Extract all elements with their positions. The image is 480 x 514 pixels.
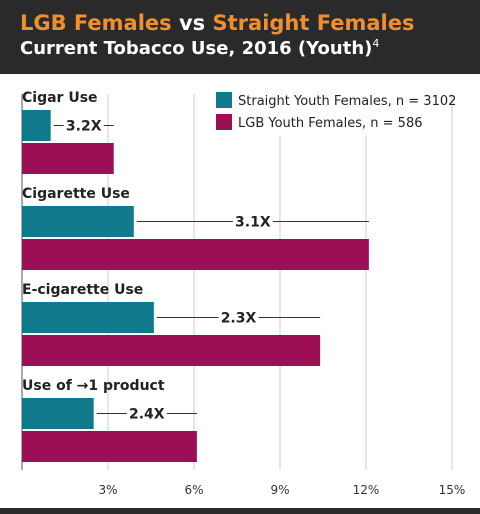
ratio-label: 2.3X: [221, 311, 257, 327]
x-tick-label: 9%: [270, 483, 289, 497]
bar-straight: [22, 206, 134, 237]
bar-lgb: [22, 335, 321, 366]
legend-label: LGB Youth Females, n = 586: [238, 116, 423, 131]
bar-lgb: [22, 431, 197, 462]
footer-bar: [0, 508, 480, 514]
chart-subtitle: Current Tobacco Use, 2016 (Youth)4: [20, 36, 480, 62]
x-tick-label: 15%: [439, 483, 466, 497]
bar-straight: [22, 110, 51, 141]
legend-swatch-lgb: [216, 114, 232, 130]
x-tick-label: 3%: [98, 483, 117, 497]
legend-box: [212, 92, 432, 136]
bar-chart: 3% 6% 9% 12% 15% Cigar Use 3.2X Cigarette Use 3.…: [21, 90, 466, 497]
x-tick-label: 12%: [353, 483, 380, 497]
bar-straight: [22, 398, 94, 429]
legend-label: Straight Youth Females, n = 3102: [238, 94, 456, 109]
legend-swatch-straight: [216, 92, 232, 108]
subtitle-text: Current Tobacco Use, 2016 (Youth): [20, 38, 373, 59]
ratio-label: 3.1X: [235, 215, 271, 231]
header-banner: LGB Females vs Straight Females Current …: [0, 0, 480, 74]
title-group-straight: Straight Females: [212, 11, 415, 35]
chart-title: LGB Females vs Straight Females: [20, 10, 480, 36]
title-group-lgb: LGB Females: [20, 11, 172, 35]
category-label: Use of →1 product: [22, 378, 165, 394]
bar-lgb: [22, 239, 369, 270]
title-vs: vs: [178, 11, 206, 35]
category-label: Cigarette Use: [22, 186, 130, 202]
footnote-marker: 4: [372, 37, 380, 50]
category-label: Cigar Use: [22, 90, 98, 106]
category-label: E-cigarette Use: [22, 282, 143, 298]
ratio-label: 2.4X: [129, 407, 165, 423]
bar-lgb: [22, 143, 114, 174]
bar-straight: [22, 302, 154, 333]
ratio-label: 3.2X: [66, 119, 102, 135]
x-tick-label: 6%: [184, 483, 203, 497]
